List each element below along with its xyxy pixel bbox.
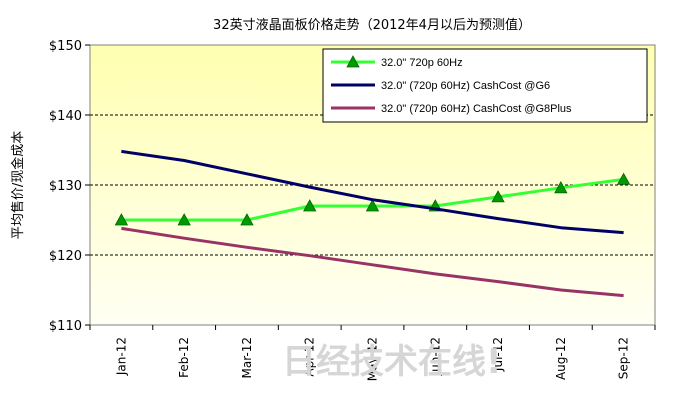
legend-box: [322, 48, 648, 123]
data-point-marker: [554, 180, 568, 194]
x-tick-label: May-12: [366, 337, 380, 381]
data-point-marker: [303, 199, 317, 212]
data-point-marker: [365, 199, 380, 212]
watermark: 日经技术在线!: [282, 342, 502, 382]
legend-label: 32.0" (720p 60Hz) CashCost @G6: [381, 80, 550, 92]
x-tick-label: Jan-12: [114, 337, 128, 376]
y-tick-label: $130: [49, 179, 82, 194]
chart-title: 32英寸液晶面板价格走势（2012年4月以后为预测值）: [213, 17, 531, 33]
legend-label: 32.0" 720p 60Hz: [381, 57, 463, 69]
data-point-marker: [177, 213, 191, 226]
data-point-marker: [240, 213, 254, 226]
y-tick-label: $150: [49, 39, 82, 54]
x-tick-label: Apr-12: [303, 337, 317, 377]
series-line-1: [121, 149, 624, 235]
x-tick-label: Jul-12: [491, 337, 505, 372]
data-point-marker: [616, 172, 631, 185]
data-point-marker: [491, 190, 505, 203]
x-tick-label: Mar-12: [240, 337, 254, 378]
x-tick-label: Jun-12: [428, 337, 442, 376]
x-tick-labels: Jan-12 Feb-12 Mar-12 Apr-12 May-12 Jun-12 Jul-…: [89, 325, 656, 381]
series-line-2: [121, 226, 624, 298]
legend: 32.0" 720p 60Hz 32.0" (720p 60Hz) CashCos…: [322, 48, 648, 123]
series-group: [114, 149, 631, 298]
y-tick-labels: $110 $120 $130 $140 $150: [49, 39, 82, 334]
legend-marker: [346, 55, 360, 68]
x-tick-label: Feb-12: [177, 337, 191, 378]
legend-label: 32.0" (720p 60Hz) CashCost @G8Plus: [381, 103, 572, 115]
x-tick-label: Sep-12: [617, 337, 631, 379]
x-tick-label: Aug-12: [554, 337, 568, 380]
y-tick-label: $110: [49, 319, 82, 334]
y-tick-label: $120: [49, 249, 82, 264]
y-tick-label: $140: [49, 109, 82, 124]
y-axis-label: 平均售价/现金成本: [10, 131, 26, 239]
data-point-marker: [114, 213, 129, 226]
